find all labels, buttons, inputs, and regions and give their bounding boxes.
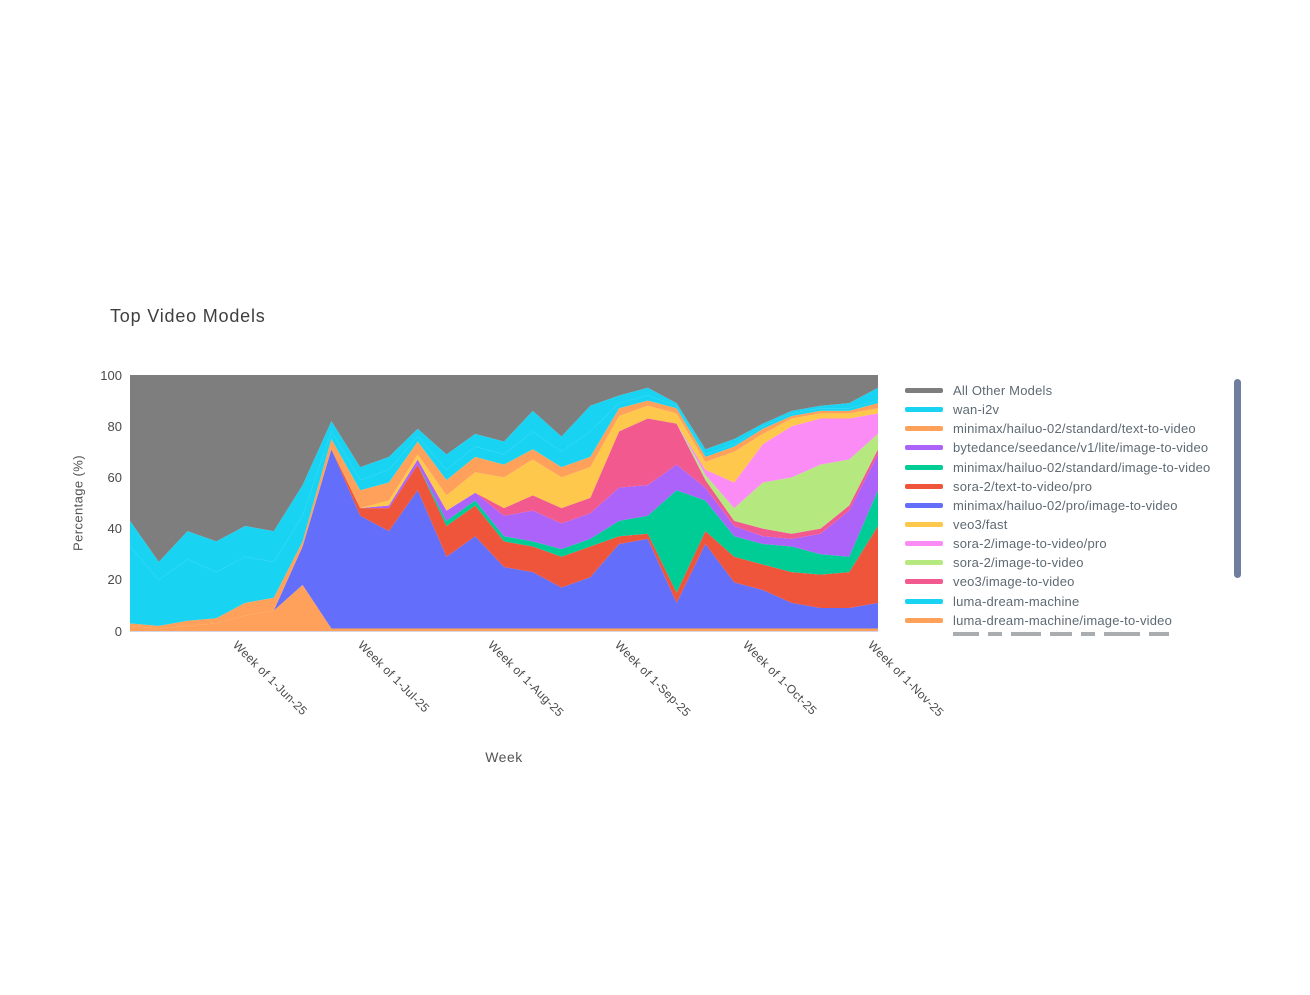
legend-item[interactable]: veo3/fast (905, 515, 1235, 534)
legend-item[interactable]: sora-2/image-to-video (905, 553, 1235, 572)
clipped-text-fragment (988, 631, 1002, 636)
y-tick-label: 20 (107, 572, 122, 588)
legend: All Other Models wan-i2v minimax/hailuo-02… (905, 381, 1235, 637)
legend-swatch-icon (905, 388, 943, 394)
legend-item-label: wan-i2v (953, 402, 1000, 418)
clipped-text-fragment (1149, 631, 1169, 636)
legend-item[interactable]: minimax/hailuo-02/pro/image-to-video (905, 496, 1235, 515)
legend-swatch-icon (905, 483, 943, 489)
legend-item-label: minimax/hailuo-02/standard/image-to-vide… (953, 459, 1211, 475)
legend-item[interactable]: wan-i2v (905, 400, 1235, 419)
legend-item[interactable]: luma-dream-machine/image-to-video (905, 611, 1235, 630)
legend-swatch-icon (905, 522, 943, 528)
legend-item-label: minimax/hailuo-02/pro/image-to-video (953, 497, 1178, 513)
legend-item-label: luma-dream-machine/image-to-video (953, 612, 1173, 628)
legend-item[interactable]: sora-2/text-to-video/pro (905, 477, 1235, 496)
x-tick-label: Week of 1-Nov-25 (865, 638, 947, 720)
clipped-text-fragment (953, 631, 979, 636)
x-tick-label: Week of 1-Jun-25 (230, 638, 311, 719)
legend-item-label: All Other Models (953, 383, 1053, 399)
legend-swatch-icon (905, 560, 943, 566)
legend-item[interactable]: minimax/hailuo-02/standard/text-to-video (905, 419, 1235, 438)
area-luma-dream-machine/image-to-video[interactable] (130, 584, 878, 631)
legend-swatch-icon (905, 407, 943, 413)
area-minimax/hailuo-02/standard/image-to-video[interactable] (130, 449, 878, 629)
legend-item[interactable]: bytedance/seedance/v1/lite/image-to-vide… (905, 438, 1235, 457)
legend-item-label: minimax/hailuo-02/standard/text-to-video (953, 421, 1196, 437)
y-tick-label: 0 (114, 623, 122, 639)
x-tick-label: Week of 1-Sep-25 (612, 638, 694, 720)
legend-item-label: veo3/fast (953, 517, 1008, 533)
legend-swatch-icon (905, 617, 943, 623)
legend-item-label: luma-dream-machine (953, 593, 1080, 609)
area-veo3/image-to-video[interactable] (130, 418, 878, 629)
area-bytedance/seedance/v1/lite/image-to-video[interactable] (130, 449, 878, 629)
legend-swatch-icon (905, 502, 943, 508)
stacked-area-plot[interactable] (130, 375, 878, 632)
legend-swatch-icon (905, 464, 943, 470)
clipped-text-fragment (1011, 631, 1041, 636)
legend-item[interactable]: veo3/image-to-video (905, 572, 1235, 591)
legend-item[interactable]: minimax/hailuo-02/standard/image-to-vide… (905, 458, 1235, 477)
y-tick-label: 40 (107, 521, 122, 537)
legend-item-label: bytedance/seedance/v1/lite/image-to-vide… (953, 440, 1209, 456)
x-axis-ticks: Week of 1-Jun-25 Week of 1-Jul-25 Week of … (130, 636, 947, 756)
legend-swatch-icon (905, 598, 943, 604)
area-wan-i2v[interactable] (130, 395, 878, 626)
legend-item-label: sora-2/image-to-video (953, 555, 1084, 571)
legend-item-label: sora-2/image-to-video/pro (953, 536, 1107, 552)
area-sora-2/image-to-video/pro[interactable] (130, 413, 878, 629)
x-tick-label: Week of 1-Jul-25 (354, 638, 433, 716)
x-axis-title: Week (485, 749, 523, 765)
legend-item[interactable]: All Other Models (905, 381, 1235, 400)
y-tick-label: 80 (107, 418, 122, 434)
x-tick-label: Week of 1-Oct-25 (740, 638, 820, 718)
legend-item[interactable]: sora-2/image-to-video/pro (905, 534, 1235, 553)
legend-item-label: veo3/image-to-video (953, 574, 1075, 590)
clipped-text-fragment (1104, 631, 1140, 636)
y-tick-label: 100 (100, 367, 122, 383)
legend-swatch-icon (905, 445, 943, 451)
legend-item-label: sora-2/text-to-video/pro (953, 478, 1093, 494)
area-All Other Models[interactable] (130, 375, 878, 562)
clipped-text-fragment (1081, 631, 1095, 636)
area-luma-dream-machine[interactable] (130, 387, 878, 580)
legend-scrollbar[interactable] (1234, 379, 1241, 578)
legend-swatch-icon (905, 541, 943, 547)
y-tick-label: 60 (107, 469, 122, 485)
chart-title: Top Video Models (110, 306, 266, 326)
legend-swatch-icon (905, 579, 943, 585)
y-axis-ticks: 0 20 40 60 80 100 (86, 368, 126, 639)
legend-swatch-icon (905, 426, 943, 432)
area-minimax/hailuo-02/pro/image-to-video[interactable] (130, 449, 878, 629)
legend-item-clipped (953, 630, 1235, 637)
x-tick-label: Week of 1-Aug-25 (485, 638, 567, 720)
clipped-text-fragment (1050, 631, 1072, 636)
legend-item[interactable]: luma-dream-machine (905, 592, 1235, 611)
